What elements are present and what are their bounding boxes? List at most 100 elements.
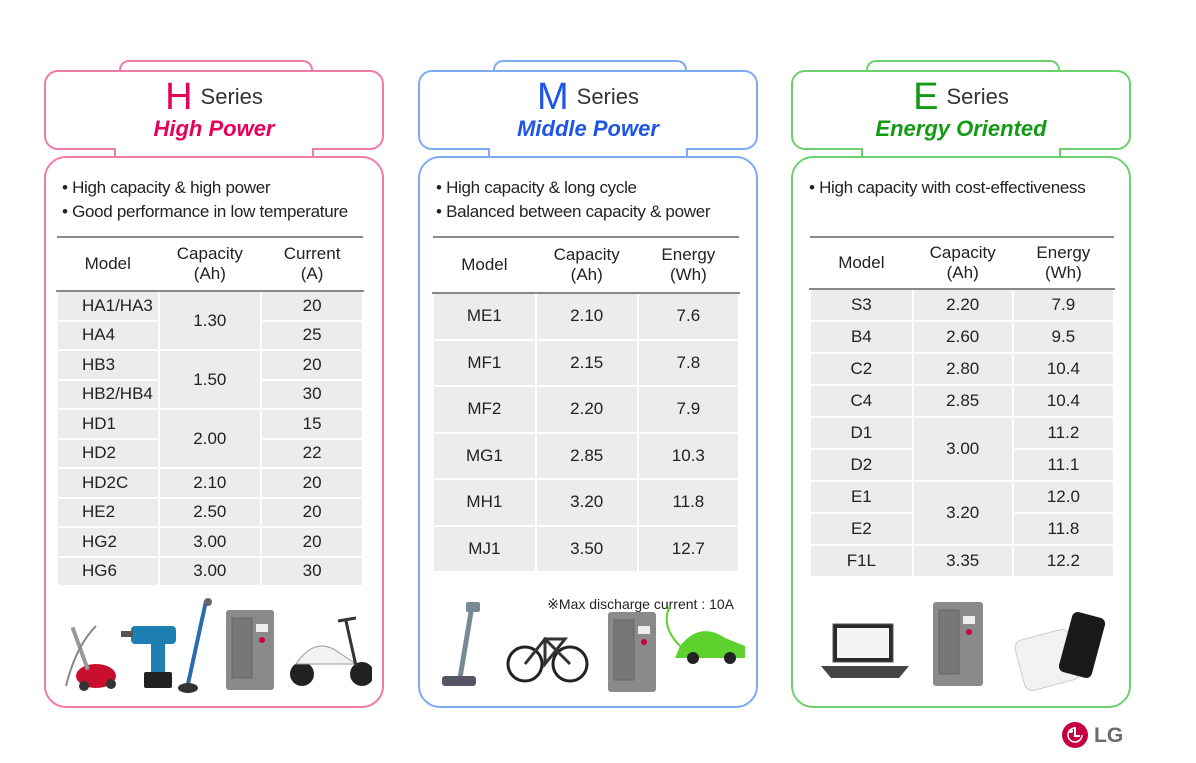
h-series-letter: H: [165, 76, 193, 118]
capacity-cell: 1.50: [157, 349, 263, 410]
table-row: HE2 2.50 20: [56, 496, 364, 528]
h-series-connector: [114, 148, 314, 156]
m-series-table: Model Capacity (Ah) Energy (Wh) ME1 2.10 7.6 MF1…: [432, 236, 741, 573]
electric-bicycle-icon: [506, 636, 589, 683]
third-column-header-label: Energy: [1036, 243, 1091, 262]
third-column-header: Energy (Wh): [1012, 237, 1114, 290]
table-row: HD1 2.00 15: [56, 408, 364, 469]
capacity-cell: 3.35: [911, 544, 1014, 578]
energy-cell: 10.4: [1011, 384, 1116, 418]
m-series-bullets: • High capacity & long cycle • Balanced …: [436, 176, 711, 224]
current-cell: 30: [260, 378, 364, 410]
capacity-column-header-label: Capacity: [929, 243, 996, 262]
table-header-row: Model Capacity (Ah) Current (A): [57, 237, 363, 292]
model-cell: C2: [809, 352, 914, 386]
model-cell: E1: [809, 480, 914, 514]
model-cell: D2: [809, 448, 914, 482]
m-series-word: Series: [576, 84, 639, 109]
h-bullet-2: • Good performance in low temperature: [62, 202, 348, 221]
table-row: F1L 3.35 12.2: [809, 544, 1116, 578]
table-header-row: Model Capacity (Ah) Energy (Wh): [810, 237, 1114, 290]
capacity-cell: 1.30: [157, 290, 263, 351]
model-cell: HE2: [56, 496, 160, 528]
capacity-cell: 3.00: [157, 555, 263, 587]
model-cell: E2: [809, 512, 914, 546]
energy-cell: 12.7: [636, 524, 741, 573]
capacity-cell: 3.00: [911, 416, 1014, 482]
table-row: HG2 3.00 20: [56, 526, 364, 558]
table-row: E1 3.20 12.0: [809, 480, 1116, 546]
model-cell: HA4: [56, 319, 160, 351]
third-column-header-label: Current: [283, 244, 341, 263]
table-row: MH1 3.20 11.8: [432, 478, 741, 527]
max-discharge-note: ※Max discharge current : 10A: [547, 596, 734, 612]
capacity-cell: 2.20: [534, 385, 639, 434]
h-series-panel: • High capacity & high power • Good perf…: [44, 156, 384, 708]
model-cell: MF1: [432, 338, 537, 387]
table-row: C2 2.80 10.4: [809, 352, 1116, 386]
h-series-bullets: • High capacity & high power • Good perf…: [62, 176, 348, 224]
ess-cabinet-icon: [226, 610, 274, 690]
model-cell: F1L: [809, 544, 914, 578]
model-column-header-label: Model: [461, 255, 508, 274]
capacity-cell: 2.10: [534, 292, 639, 341]
model-cell: HD1: [56, 408, 160, 440]
m-series-subtitle: Middle Power: [517, 116, 659, 141]
current-cell: 20: [260, 526, 364, 558]
electric-car-icon: [665, 605, 745, 664]
model-cell: HD2C: [56, 467, 160, 499]
smartphone-icon: [1058, 612, 1106, 678]
vacuum-cleaner-icon: [65, 625, 116, 691]
current-cell: 20: [260, 349, 364, 381]
table-row: S3 2.20 7.9: [809, 288, 1116, 322]
table-row: B4 2.60 9.5: [809, 320, 1116, 354]
h-series-word: Series: [200, 84, 263, 109]
table-row: ME1 2.10 7.6: [432, 292, 741, 341]
table-row: HA1/HA3 1.30 20: [56, 290, 364, 351]
capacity-column-header-label: Capacity: [176, 244, 243, 263]
model-cell: MH1: [432, 478, 537, 527]
e-series-connector: [861, 148, 1061, 156]
model-cell: HD2: [56, 437, 160, 469]
energy-cell: 11.8: [636, 478, 741, 527]
table-row: C4 2.85 10.4: [809, 384, 1116, 418]
e-series-bullets: • High capacity with cost-effectiveness: [809, 176, 1086, 200]
capacity-cell: 2.20: [911, 288, 1014, 322]
e-series-word: Series: [946, 84, 1009, 109]
third-column-header-unit: (Wh): [1044, 263, 1082, 282]
model-cell: HB2/HB4: [56, 378, 160, 410]
m-series-product-images: [442, 602, 745, 692]
e-series-header: E Series Energy Oriented: [791, 70, 1131, 150]
capacity-cell: 3.00: [157, 526, 263, 558]
model-cell: B4: [809, 320, 914, 354]
energy-cell: 7.6: [636, 292, 741, 341]
stick-vacuum-icon: [442, 602, 480, 686]
current-cell: 20: [260, 496, 364, 528]
h-bullet-1: • High capacity & high power: [62, 178, 271, 197]
third-column-header-unit: (A): [300, 264, 324, 283]
capacity-cell: 2.00: [157, 408, 263, 469]
table-row: HB2/HB4 30: [56, 378, 364, 410]
model-cell: MF2: [432, 385, 537, 434]
capacity-cell: 3.20: [534, 478, 639, 527]
energy-cell: 10.4: [1011, 352, 1116, 386]
lg-logo-text: LG: [1094, 724, 1124, 747]
laptop-icon: [821, 623, 909, 678]
table-row: MJ1 3.50 12.7: [432, 524, 741, 573]
h-series-header: H Series High Power: [44, 70, 384, 150]
third-column-header-label: Energy: [661, 245, 716, 264]
capacity-cell: 2.10: [157, 467, 263, 499]
model-cell: C4: [809, 384, 914, 418]
model-cell: D1: [809, 416, 914, 450]
energy-cell: 9.5: [1011, 320, 1116, 354]
current-cell: 20: [260, 290, 364, 322]
e-bullet-1: • High capacity with cost-effectiveness: [809, 178, 1086, 197]
model-column-header: Model: [57, 237, 159, 292]
capacity-column-header: Capacity (Ah): [158, 237, 262, 292]
model-column-header-label: Model: [838, 253, 885, 272]
table-row: HG6 3.00 30: [56, 555, 364, 587]
table-header-row: Model Capacity (Ah) Energy (Wh): [433, 237, 739, 294]
m-series-connector: [488, 148, 688, 156]
m-bullet-1: • High capacity & long cycle: [436, 178, 637, 197]
energy-cell: 7.9: [636, 385, 741, 434]
